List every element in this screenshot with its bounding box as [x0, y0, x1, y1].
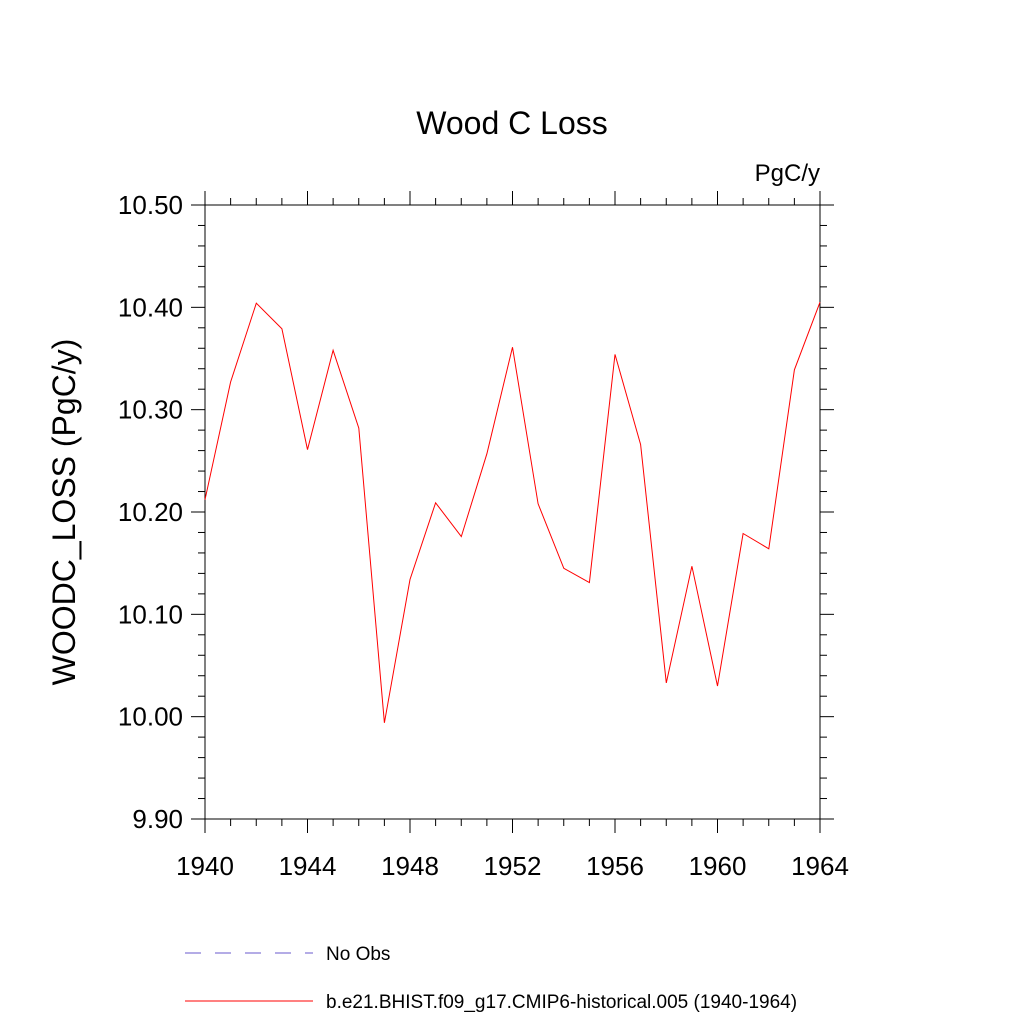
x-tick-label: 1952 [484, 851, 542, 881]
chart-title: Wood C Loss [416, 105, 608, 141]
y-tick-label: 10.30 [118, 395, 183, 425]
axis-ticks [191, 191, 834, 833]
y-tick-label: 10.10 [118, 599, 183, 629]
y-tick-label: 9.90 [132, 804, 183, 834]
legend: No Obs b.e21.BHIST.f09_g17.CMIP6-historic… [185, 944, 797, 1013]
y-tick-label: 10.00 [118, 702, 183, 732]
axis-tick-labels: 1940 1944 1948 1952 1956 1960 1964 9.90 10.00 10.… [118, 190, 849, 881]
x-tick-label: 1948 [381, 851, 439, 881]
legend-label: b.e21.BHIST.f09_g17.CMIP6-historical.005… [326, 992, 797, 1013]
y-axis-title: WOODC_LOSS (PgC/y) [46, 339, 82, 686]
y-tick-label: 10.20 [118, 497, 183, 527]
x-tick-label: 1960 [689, 851, 747, 881]
y-tick-label: 10.50 [118, 190, 183, 220]
legend-label: No Obs [326, 944, 390, 965]
x-tick-label: 1964 [791, 851, 849, 881]
y-tick-label: 10.40 [118, 292, 183, 322]
series-line [204, 302, 821, 723]
series-group [204, 302, 821, 723]
units-label: PgC/y [755, 160, 820, 187]
x-tick-label: 1956 [586, 851, 644, 881]
x-tick-label: 1944 [279, 851, 337, 881]
x-tick-label: 1940 [176, 851, 234, 881]
plot-frame [204, 204, 821, 820]
